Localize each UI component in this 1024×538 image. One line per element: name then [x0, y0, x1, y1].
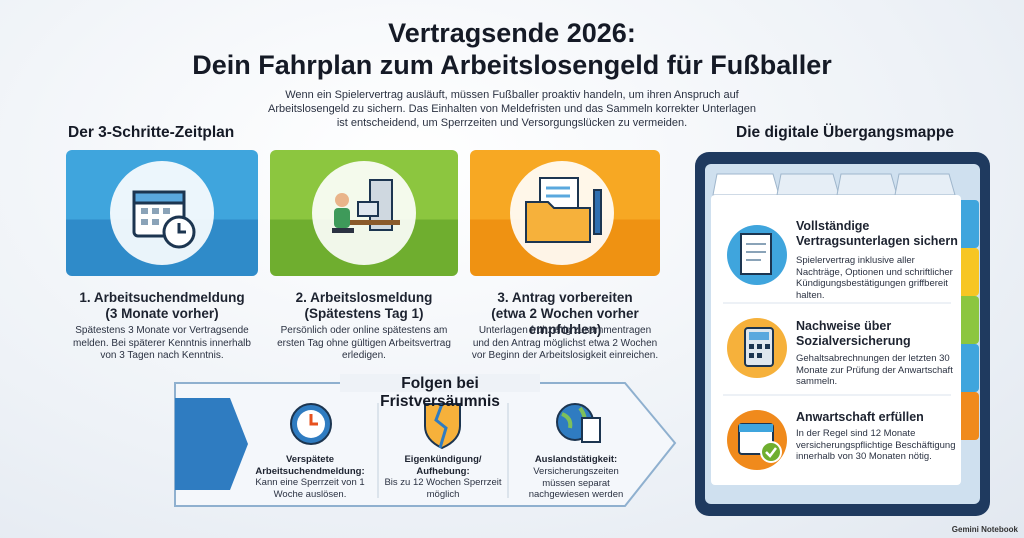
consequence-text: Kann eine Sperrzeit von 1 Woche auslösen…: [255, 477, 365, 500]
consequence-title: Auslandstätigkeit:: [534, 454, 618, 465]
folder-icon: [510, 161, 614, 265]
folder-item-text: Gehaltsabrechnungen der letzten 30 Monat…: [796, 353, 953, 387]
step-text: Persönlich oder online spätestens am ers…: [277, 325, 451, 361]
office-icon: [312, 161, 416, 265]
step-card: [66, 150, 258, 276]
clock-icon: [290, 403, 332, 445]
step-text: Unterlagen frühzeitig zusammentragen und…: [471, 325, 659, 361]
section-heading: Folgen bei Fristversäumnis: [380, 375, 500, 410]
consequence-text: Bis zu 12 Wochen Sperrzeit möglich: [384, 477, 502, 500]
consequence-title: Eigenkündigung/ Aufhebung:: [404, 454, 482, 477]
shield-icon: [424, 403, 461, 450]
calendar-icon: [110, 161, 214, 265]
intro-text: Wenn ein Spielervertrag ausläuft, müssen…: [268, 89, 756, 129]
text: (3 Monate vorher): [105, 306, 219, 321]
section-heading: Die digitale Übergangsmappe: [736, 124, 954, 141]
step-text: Spätestens 3 Monate vor Vertragsende mel…: [73, 325, 251, 361]
title-line: Dein Fahrplan zum Arbeitslosengeld für F…: [192, 50, 832, 80]
consequences-panel: [174, 374, 677, 507]
text: (Spätestens Tag 1): [304, 306, 424, 321]
folder-item-title: Nachweise über Sozialversicherung: [796, 319, 911, 348]
step-title: 3. Antrag vorbereiten (etwa 2 Wochen vorh…: [465, 290, 665, 338]
text: 1. Arbeitsuchendmeldung: [79, 290, 245, 305]
step-title: 2. Arbeitslosmeldung (Spätestens Tag 1): [264, 290, 464, 322]
step-card: [470, 150, 660, 276]
text: 2. Arbeitslosmeldung: [295, 290, 433, 305]
globe-icon: [556, 403, 601, 443]
step-title: 1. Arbeitsuchendmeldung (3 Monate vorher): [62, 290, 262, 322]
calculator-icon: [727, 318, 787, 378]
footer-brand: Gemini Notebook: [951, 525, 1018, 534]
check-calendar-icon: [727, 410, 787, 470]
contract-icon: [727, 225, 787, 285]
folder-item-title: Anwartschaft erfüllen: [796, 410, 924, 424]
section-heading: Der 3-Schritte-Zeitplan: [68, 124, 235, 141]
folder-item-text: In der Regel sind 12 Monate versicherung…: [796, 428, 956, 462]
tablet: [695, 152, 990, 516]
text: (etwa 2 Wochen vorher empfohlen): [491, 306, 639, 337]
step-card: [270, 150, 458, 276]
consequence-title: Verspätete Arbeitsuchendmeldung:: [255, 454, 365, 477]
folder-item-title: Vollständige Vertragsunterlagen sichern: [796, 219, 958, 248]
title-line: Vertragsende 2026:: [388, 18, 636, 48]
text: 3. Antrag vorbereiten: [497, 290, 633, 305]
folder-item-text: Spielervertrag inklusive aller Nachträge…: [796, 255, 953, 301]
consequence-text: Versicherungszeiten müssen separat nachg…: [528, 466, 624, 500]
